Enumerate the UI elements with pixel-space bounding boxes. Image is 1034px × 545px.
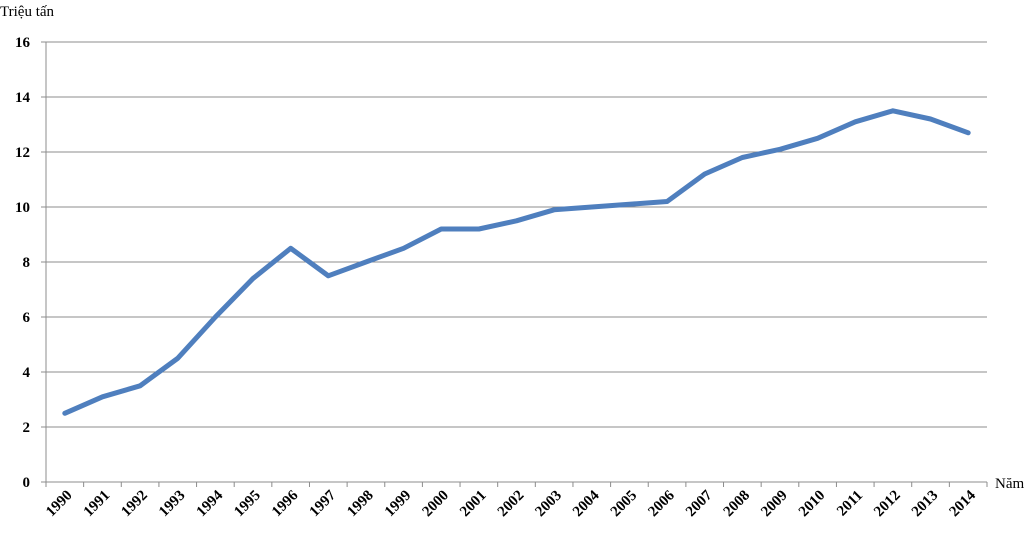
x-tick-label: 2000 <box>420 488 453 521</box>
y-tick-label: 12 <box>15 145 30 161</box>
x-tick-label: 1996 <box>269 487 302 520</box>
data-point <box>175 356 180 361</box>
x-tick-label: 2006 <box>645 487 678 520</box>
x-tick-label: 1991 <box>81 488 114 521</box>
axes <box>45 42 987 483</box>
data-point <box>740 155 745 160</box>
y-tick-label: 0 <box>23 475 31 491</box>
x-tick-label: 2001 <box>457 488 490 521</box>
x-tick-label: 2011 <box>834 488 866 520</box>
data-point <box>213 315 218 319</box>
data-point <box>853 119 858 124</box>
data-point <box>890 108 895 113</box>
x-tick-label: 2005 <box>608 488 641 521</box>
data-point <box>665 199 670 204</box>
x-tick-label: 2003 <box>532 488 565 521</box>
x-tick-label: 1994 <box>194 487 227 520</box>
data-point <box>514 218 519 223</box>
data-point <box>251 276 256 281</box>
data-point <box>326 273 331 278</box>
data-point <box>966 130 971 135</box>
x-tick-label: 2008 <box>721 488 754 521</box>
x-tick-label: 1993 <box>156 488 189 521</box>
data-point <box>589 205 594 209</box>
x-tick-label: 1997 <box>307 487 340 520</box>
data-point <box>702 172 707 176</box>
gridlines <box>41 41 988 487</box>
data-point <box>815 136 820 141</box>
x-tick-label: 2014 <box>946 487 979 520</box>
y-tick-label: 6 <box>23 310 31 326</box>
data-point <box>363 260 368 264</box>
y-axis-label: Triệu tấn <box>0 4 55 20</box>
y-tick-label: 8 <box>23 255 31 271</box>
data-point <box>401 246 406 251</box>
y-tick-label: 16 <box>15 35 31 51</box>
data-point <box>777 147 782 152</box>
x-tick-label: 2004 <box>570 487 603 520</box>
y-tick-label: 2 <box>23 420 31 436</box>
data-point <box>100 394 105 399</box>
x-tick-label: 2007 <box>683 487 716 520</box>
x-tick-label: 2013 <box>909 488 942 521</box>
x-tick-label: 2010 <box>796 488 829 521</box>
x-tick-label: 1995 <box>231 488 264 521</box>
data-point <box>439 227 444 231</box>
y-tick-label: 4 <box>23 365 31 381</box>
data-point <box>288 246 293 251</box>
data-point <box>62 411 67 416</box>
x-tick-label: 1990 <box>43 488 76 521</box>
x-tick-label: 2002 <box>495 488 528 521</box>
data-point <box>476 227 481 231</box>
x-tick-label: 1998 <box>344 488 377 521</box>
data-point <box>138 383 143 388</box>
data-point <box>627 202 632 207</box>
x-axis-label: Năm <box>995 476 1024 492</box>
data-point <box>928 117 933 121</box>
x-tick-label: 1992 <box>118 488 151 521</box>
y-tick-labels: 0 2 4 6 8 10 12 14 16 <box>15 35 31 491</box>
x-tick-labels: 1990 1991 1992 1993 1994 1995 1996 1997 1998 1999… <box>43 487 979 520</box>
data-point <box>552 207 557 212</box>
y-tick-label: 10 <box>15 200 30 216</box>
y-tick-label: 14 <box>15 90 31 106</box>
x-tick-label: 1999 <box>382 488 415 521</box>
series-group <box>62 108 971 416</box>
x-tick-label: 2012 <box>871 488 904 521</box>
x-tick-label: 2009 <box>758 488 791 521</box>
